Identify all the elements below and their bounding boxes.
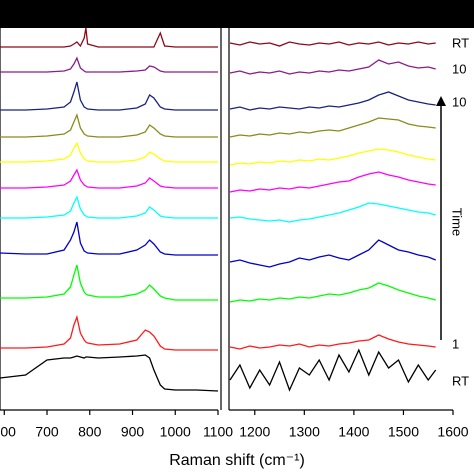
curve-label: 1	[452, 336, 459, 351]
spectrum	[229, 202, 436, 223]
spectrum	[229, 41, 436, 47]
spectrum	[229, 59, 436, 75]
x-tick-label: 700	[35, 424, 59, 440]
x-tick-label: 1400	[338, 424, 369, 440]
x-tick-label: 800	[78, 424, 102, 440]
x-tick-label: 1500	[388, 424, 419, 440]
x-tick-label: 1000	[160, 424, 191, 440]
arrow-label: Time	[450, 208, 465, 236]
time-arrow-head	[436, 96, 446, 106]
spectrum	[229, 171, 436, 193]
spectrum	[229, 239, 436, 268]
x-axis-title: Raman shift (cm⁻¹)	[169, 452, 305, 469]
spectrum	[0, 27, 218, 48]
spectrum	[229, 117, 436, 138]
spectrum	[229, 334, 436, 350]
x-tick-label: 1600	[437, 424, 468, 440]
spectrum	[0, 56, 218, 73]
spectrum	[229, 348, 437, 392]
spectrum	[229, 282, 436, 303]
spectrum	[0, 113, 218, 138]
curve-label: 10	[452, 61, 466, 76]
spectrum	[0, 195, 218, 219]
x-tick-label: 1100	[203, 424, 233, 440]
spectrum	[0, 141, 218, 163]
spectrum	[0, 168, 218, 189]
spectrum	[0, 221, 218, 256]
x-tick-label: 900	[121, 424, 145, 440]
x-tick-label: 600	[0, 424, 16, 440]
x-tick-label: 1300	[289, 424, 320, 440]
spectrum	[0, 264, 218, 301]
spectrum	[229, 148, 436, 166]
curve-label: RT	[452, 35, 469, 50]
spectrum	[229, 91, 436, 111]
header-band	[0, 0, 474, 28]
spectrum	[0, 354, 219, 392]
x-tick-label: 1200	[239, 424, 270, 440]
spectrum	[0, 314, 218, 351]
spectrum	[0, 81, 218, 111]
curve-label: RT	[452, 373, 469, 388]
curve-label: 10	[452, 94, 466, 109]
